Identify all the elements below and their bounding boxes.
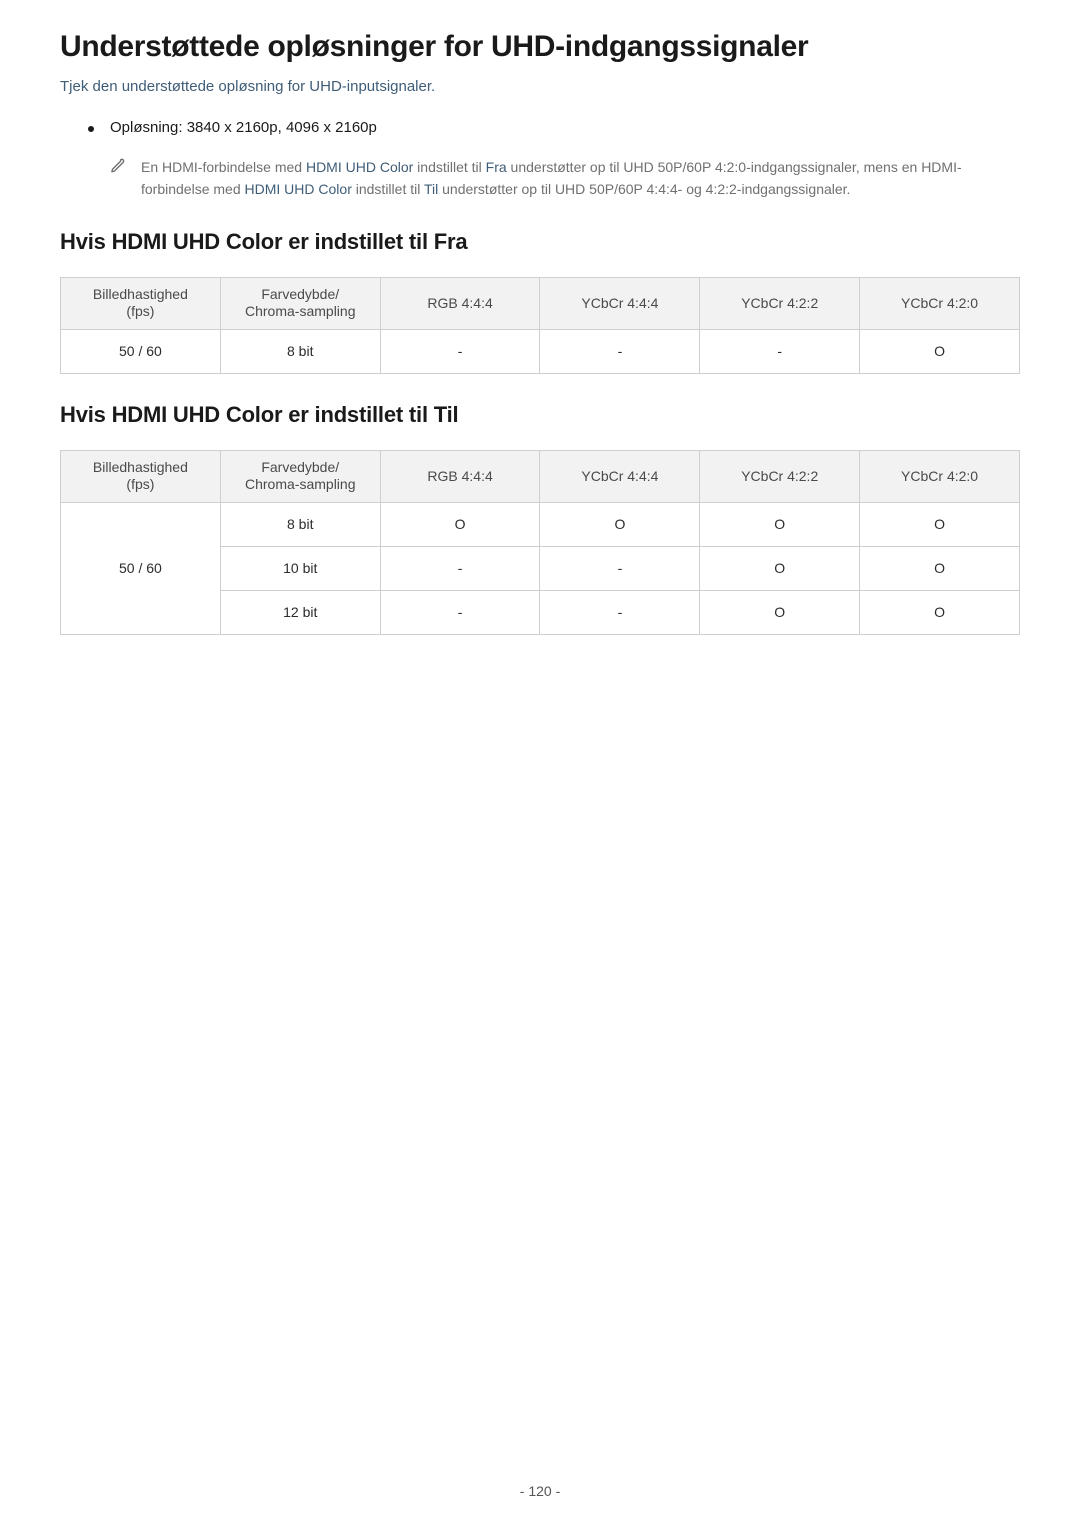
- cell-depth: 8 bit: [220, 502, 380, 546]
- table-row: 50 / 60 8 bit - - - O: [61, 329, 1020, 373]
- cell-value: -: [380, 546, 540, 590]
- cell-value: -: [700, 329, 860, 373]
- section2-title: Hvis HDMI UHD Color er indstillet til Ti…: [60, 402, 1020, 428]
- col-ycbcr422: YCbCr 4:2:2: [700, 277, 860, 329]
- bullet-dot-icon: [88, 126, 94, 132]
- bullet-text: Opløsning: 3840 x 2160p, 4096 x 2160p: [110, 119, 377, 136]
- cell-value: -: [540, 590, 700, 634]
- cell-depth: 8 bit: [220, 329, 380, 373]
- cell-value: O: [860, 502, 1020, 546]
- table-row: 50 / 60 8 bit O O O O: [61, 502, 1020, 546]
- cell-value: O: [860, 329, 1020, 373]
- col-ycbcr444: YCbCr 4:4:4: [540, 277, 700, 329]
- col-fps: Billedhastighed(fps): [61, 450, 221, 502]
- cell-fps: 50 / 60: [61, 329, 221, 373]
- cell-value: O: [540, 502, 700, 546]
- note-segment: indstillet til: [352, 181, 424, 197]
- cell-depth: 10 bit: [220, 546, 380, 590]
- note-link-fra: Fra: [486, 159, 507, 175]
- note-segment: understøtter op til UHD 50P/60P 4:4:4- o…: [438, 181, 850, 197]
- cell-value: O: [860, 546, 1020, 590]
- cell-value: O: [700, 590, 860, 634]
- col-ycbcr420: YCbCr 4:2:0: [860, 450, 1020, 502]
- note-link-til: Til: [424, 181, 438, 197]
- note-segment: En HDMI-forbindelse med: [141, 159, 306, 175]
- cell-value: O: [700, 546, 860, 590]
- col-ycbcr422: YCbCr 4:2:2: [700, 450, 860, 502]
- subtitle-text: Tjek den understøttede opløsning for UHD…: [60, 78, 1020, 95]
- page-title: Understøttede opløsninger for UHD-indgan…: [60, 30, 1020, 64]
- page-number: - 120 -: [0, 1483, 1080, 1499]
- cell-depth: 12 bit: [220, 590, 380, 634]
- table-til: Billedhastighed(fps) Farvedybde/Chroma-s…: [60, 450, 1020, 635]
- cell-value: O: [380, 502, 540, 546]
- col-rgb444: RGB 4:4:4: [380, 450, 540, 502]
- bullet-item: Opløsning: 3840 x 2160p, 4096 x 2160p: [88, 119, 1020, 136]
- cell-value: -: [540, 329, 700, 373]
- note-segment: indstillet til: [413, 159, 485, 175]
- note-text: En HDMI-forbindelse med HDMI UHD Color i…: [141, 156, 1020, 201]
- note-link-hdmi-uhd-color: HDMI UHD Color: [306, 159, 413, 175]
- note-block: En HDMI-forbindelse med HDMI UHD Color i…: [110, 156, 1020, 201]
- section1-title: Hvis HDMI UHD Color er indstillet til Fr…: [60, 229, 1020, 255]
- note-link-hdmi-uhd-color: HDMI UHD Color: [245, 181, 352, 197]
- col-rgb444: RGB 4:4:4: [380, 277, 540, 329]
- col-ycbcr420: YCbCr 4:2:0: [860, 277, 1020, 329]
- table-fra: Billedhastighed(fps) Farvedybde/Chroma-s…: [60, 277, 1020, 374]
- col-chroma: Farvedybde/Chroma-sampling: [220, 277, 380, 329]
- cell-fps: 50 / 60: [61, 502, 221, 634]
- cell-value: -: [540, 546, 700, 590]
- cell-value: O: [700, 502, 860, 546]
- col-ycbcr444: YCbCr 4:4:4: [540, 450, 700, 502]
- cell-value: -: [380, 590, 540, 634]
- col-fps: Billedhastighed(fps): [61, 277, 221, 329]
- pencil-icon: [110, 158, 125, 178]
- col-chroma: Farvedybde/Chroma-sampling: [220, 450, 380, 502]
- cell-value: O: [860, 590, 1020, 634]
- cell-value: -: [380, 329, 540, 373]
